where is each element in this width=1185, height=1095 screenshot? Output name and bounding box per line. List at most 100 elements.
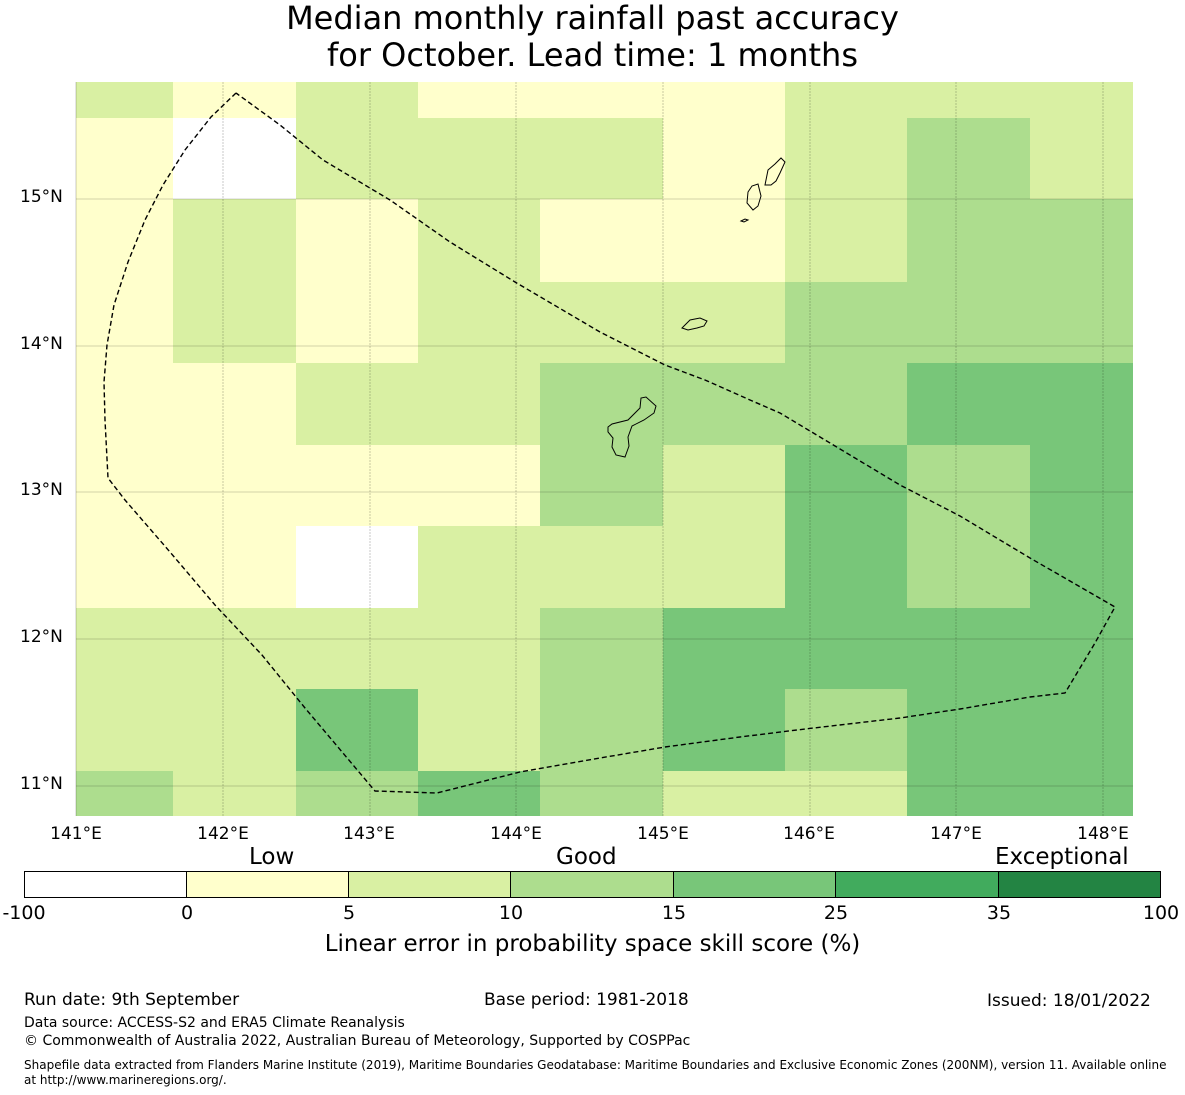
skill-cell: [1030, 199, 1133, 282]
base-period: Base period: 1981-2018: [484, 990, 689, 1010]
colorbar-segment: [674, 871, 836, 898]
lat-label-11n: 11°N: [20, 774, 63, 794]
skill-cell: [296, 199, 418, 282]
skill-cell: [418, 689, 540, 771]
colorbar-tick-label: -100: [2, 902, 46, 924]
colorbar-tick-label: 10: [498, 902, 524, 924]
colorbar-tick-label: 5: [342, 902, 356, 924]
skill-cell: [663, 526, 785, 608]
skill-cell: [663, 363, 785, 445]
skill-cell: [76, 689, 173, 771]
shapefile-credit: Shapefile data extracted from Flanders M…: [24, 1058, 1167, 1087]
skill-cell: [907, 689, 1030, 771]
colorbar-segment: [187, 871, 349, 898]
eez-boundary: [103, 92, 1116, 794]
skill-cell: [173, 363, 296, 445]
skill-cell: [173, 282, 296, 363]
skill-cell: [296, 771, 418, 816]
skill-cell: [76, 608, 173, 689]
skill-cell: [540, 445, 663, 526]
skill-cell: [76, 118, 173, 199]
skill-cell: [296, 689, 418, 771]
rota-island-outline: [681, 317, 708, 331]
skill-cell: [540, 771, 663, 816]
skill-cell: [785, 118, 907, 199]
skill-cell: [418, 118, 540, 199]
skill-cell: [540, 608, 663, 689]
skill-cell: [1030, 608, 1133, 689]
skill-cell: [663, 771, 785, 816]
skill-cell: [1030, 771, 1133, 816]
skill-cell: [663, 118, 785, 199]
skill-cell: [173, 445, 296, 526]
skill-cell: [418, 363, 540, 445]
skill-cell: [76, 282, 173, 363]
skill-cell: [296, 118, 418, 199]
skill-cell: [663, 82, 785, 118]
colorbar-segment: [24, 871, 187, 898]
skill-cell: [540, 526, 663, 608]
skill-cell: [173, 771, 296, 816]
skill-cell: [76, 199, 173, 282]
skill-cell: [663, 282, 785, 363]
skill-cell: [418, 526, 540, 608]
legend-category-good: Good: [556, 844, 617, 870]
skill-cell: [76, 363, 173, 445]
data-source: Data source: ACCESS-S2 and ERA5 Climate …: [24, 1015, 405, 1031]
skill-grid-cells: [76, 82, 1133, 816]
guam-island-outline: [607, 396, 657, 458]
lon-label-145e: 145°E: [637, 824, 689, 844]
colorbar-title: Linear error in probability space skill …: [324, 931, 861, 957]
tinian-island-outline: [746, 183, 762, 211]
aguijan-island-outline: [739, 218, 750, 223]
skill-cell: [1030, 82, 1133, 118]
skill-cell: [540, 118, 663, 199]
skill-cell: [540, 689, 663, 771]
skill-cell: [296, 363, 418, 445]
skill-cell: [785, 282, 907, 363]
skill-cell: [173, 608, 296, 689]
skill-cell: [540, 282, 663, 363]
colorbar-segment: [349, 871, 511, 898]
skill-cell: [907, 608, 1030, 689]
skill-cell: [296, 608, 418, 689]
skill-cell: [173, 82, 296, 118]
colorbar-tick-label: 0: [180, 902, 194, 924]
skill-map: [75, 82, 1133, 816]
skill-cell: [296, 526, 418, 608]
skill-cell: [1030, 526, 1133, 608]
skill-cell: [785, 199, 907, 282]
skill-cell: [418, 771, 540, 816]
skill-cell: [540, 363, 663, 445]
colorbar-tick-label: 15: [661, 902, 687, 924]
skill-cell: [785, 445, 907, 526]
lon-label-148e: 148°E: [1077, 824, 1129, 844]
skill-cell: [907, 118, 1030, 199]
skill-cell: [418, 282, 540, 363]
skill-cell: [907, 282, 1030, 363]
colorbar-segment: [511, 871, 674, 898]
skill-cell: [173, 526, 296, 608]
colorbar-tick-label: 100: [1142, 902, 1180, 924]
skill-cell: [785, 771, 907, 816]
lat-lon-gridlines: [75, 82, 1133, 816]
issued-date: Issued: 18/01/2022: [987, 991, 1151, 1011]
land-outlines: [607, 157, 786, 458]
lon-label-144e: 144°E: [490, 824, 542, 844]
skill-cell: [785, 689, 907, 771]
saipan-island-outline: [764, 157, 786, 186]
skill-cell: [173, 199, 296, 282]
skill-cell: [173, 118, 296, 199]
skill-cell: [663, 608, 785, 689]
skill-cell: [418, 608, 540, 689]
lat-label-15n: 15°N: [20, 187, 63, 207]
skill-cell: [907, 445, 1030, 526]
skill-cell: [418, 445, 540, 526]
skill-cell: [1030, 118, 1133, 199]
skill-cell: [785, 608, 907, 689]
skill-cell: [785, 526, 907, 608]
skill-cell: [173, 689, 296, 771]
lon-label-146e: 146°E: [783, 824, 835, 844]
skill-cell: [76, 445, 173, 526]
colorbar-tick-label: 35: [986, 902, 1012, 924]
